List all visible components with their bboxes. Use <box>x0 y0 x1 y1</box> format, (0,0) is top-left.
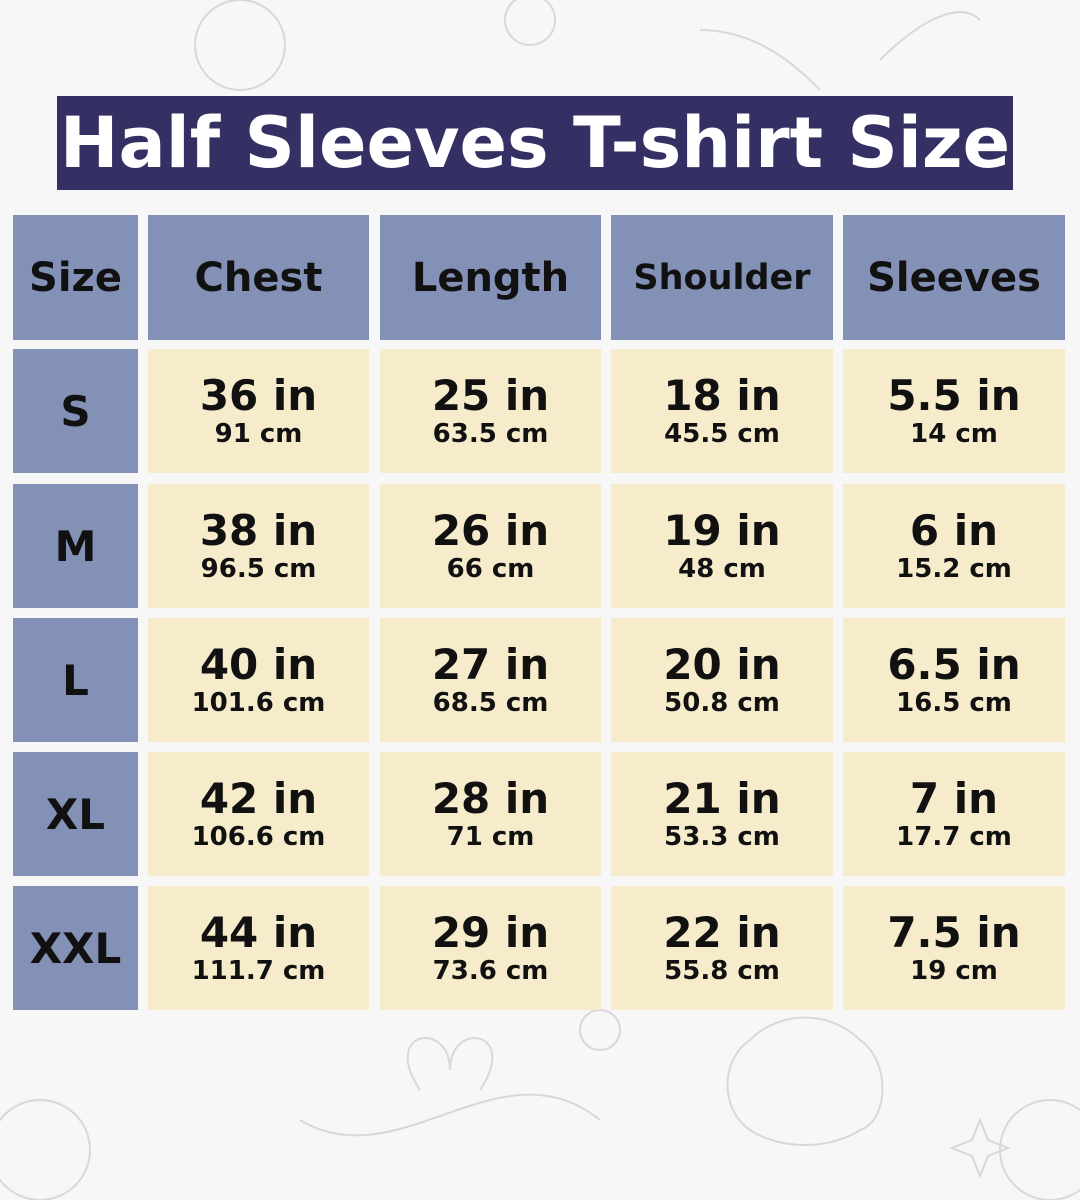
header-size: Size <box>13 215 138 340</box>
cm-value: 63.5 cm <box>432 419 549 449</box>
cm-value: 53.3 cm <box>664 822 780 852</box>
measurement-cell-sleeves: 6 in 15.2 cm <box>843 484 1065 608</box>
page-title: Half Sleeves T-shirt Size <box>57 96 1013 190</box>
measurement-cell-shoulder: 18 in 45.5 cm <box>611 349 833 473</box>
inches-value: 28 in <box>431 774 550 823</box>
cm-value: 17.7 cm <box>896 822 1012 852</box>
inches-value: 20 in <box>663 640 781 689</box>
measurement-cell-shoulder: 20 in 50.8 cm <box>611 618 833 742</box>
inches-value: 22 in <box>663 908 781 957</box>
inches-value: 26 in <box>431 506 550 555</box>
measurement-cell-chest: 44 in 111.7 cm <box>148 886 369 1010</box>
cm-value: 45.5 cm <box>664 419 780 449</box>
measurement-cell-length: 27 in 68.5 cm <box>380 618 601 742</box>
measurement-cell-shoulder: 21 in 53.3 cm <box>611 752 833 876</box>
inches-value: 25 in <box>431 371 550 420</box>
measurement-cell-length: 25 in 63.5 cm <box>380 349 601 473</box>
size-label: L <box>13 618 138 742</box>
cm-value: 111.7 cm <box>191 956 326 986</box>
cm-value: 106.6 cm <box>191 822 326 852</box>
measurement-cell-chest: 40 in 101.6 cm <box>148 618 369 742</box>
inches-value: 36 in <box>199 371 318 420</box>
inches-value: 44 in <box>199 908 318 957</box>
inches-value: 27 in <box>431 640 550 689</box>
measurement-cell-shoulder: 19 in 48 cm <box>611 484 833 608</box>
measurement-cell-shoulder: 22 in 55.8 cm <box>611 886 833 1010</box>
cm-value: 50.8 cm <box>664 688 780 718</box>
measurement-cell-length: 28 in 71 cm <box>380 752 601 876</box>
inches-value: 19 in <box>663 506 781 555</box>
measurement-cell-chest: 36 in 91 cm <box>148 349 369 473</box>
measurement-cell-sleeves: 7 in 17.7 cm <box>843 752 1065 876</box>
header-sleeves: Sleeves <box>843 215 1065 340</box>
inches-value: 7.5 in <box>887 908 1021 957</box>
inches-value: 5.5 in <box>887 371 1021 420</box>
measurement-cell-length: 26 in 66 cm <box>380 484 601 608</box>
inches-value: 42 in <box>199 774 318 823</box>
size-label: XXL <box>13 886 138 1010</box>
inches-value: 38 in <box>199 506 318 555</box>
cm-value: 101.6 cm <box>191 688 326 718</box>
cm-value: 14 cm <box>910 419 998 449</box>
inches-value: 6 in <box>909 506 999 555</box>
size-label: XL <box>13 752 138 876</box>
measurement-cell-sleeves: 5.5 in 14 cm <box>843 349 1065 473</box>
cm-value: 66 cm <box>446 554 535 584</box>
header-chest: Chest <box>148 215 369 340</box>
cm-value: 19 cm <box>910 956 998 986</box>
cm-value: 73.6 cm <box>432 956 549 986</box>
measurement-cell-chest: 38 in 96.5 cm <box>148 484 369 608</box>
cm-value: 48 cm <box>678 554 766 584</box>
measurement-cell-chest: 42 in 106.6 cm <box>148 752 369 876</box>
cm-value: 15.2 cm <box>896 554 1012 584</box>
cm-value: 71 cm <box>446 822 535 852</box>
cm-value: 55.8 cm <box>664 956 780 986</box>
cm-value: 68.5 cm <box>432 688 549 718</box>
size-label: S <box>13 349 138 473</box>
inches-value: 40 in <box>199 640 318 689</box>
measurement-cell-sleeves: 6.5 in 16.5 cm <box>843 618 1065 742</box>
header-shoulder: Shoulder <box>611 215 833 340</box>
size-label: M <box>13 484 138 608</box>
cm-value: 96.5 cm <box>200 554 317 584</box>
inches-value: 29 in <box>431 908 550 957</box>
cm-value: 16.5 cm <box>896 688 1012 718</box>
measurement-cell-length: 29 in 73.6 cm <box>380 886 601 1010</box>
measurement-cell-sleeves: 7.5 in 19 cm <box>843 886 1065 1010</box>
inches-value: 18 in <box>663 371 781 420</box>
inches-value: 21 in <box>663 774 781 823</box>
inches-value: 7 in <box>909 774 999 823</box>
cm-value: 91 cm <box>214 419 303 449</box>
inches-value: 6.5 in <box>887 640 1021 689</box>
header-length: Length <box>380 215 601 340</box>
